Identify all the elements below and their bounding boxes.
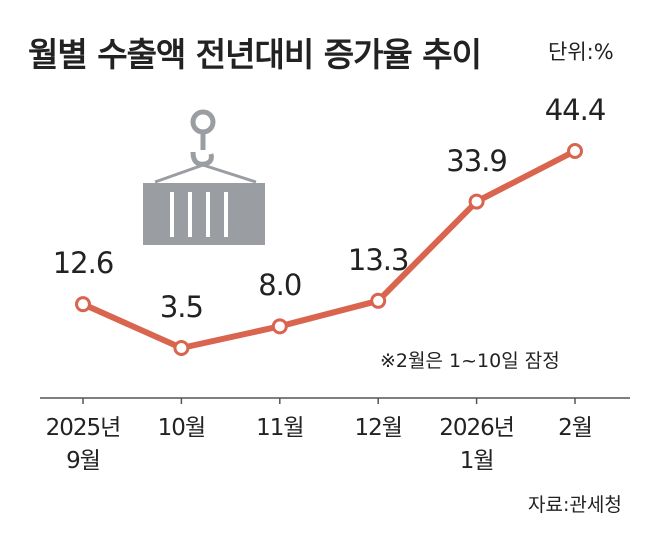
container-icon	[143, 109, 265, 245]
x-tick-label: 2월	[558, 415, 593, 441]
data-label: 12.6	[52, 246, 115, 281]
point	[468, 193, 485, 210]
x-tick-label: 2026년 1월	[439, 415, 515, 474]
data-label: 8.0	[258, 268, 302, 303]
x-tick-label: 11월	[256, 415, 304, 441]
x-tick-label: 2025년 9월	[45, 415, 122, 474]
point	[567, 143, 583, 159]
chart-title: 월별 수출액 전년대비 증가율 추이	[28, 35, 482, 74]
unit-label: 단위:%	[548, 40, 614, 64]
data-label: 44.4	[544, 93, 607, 127]
x-tick-label: 12월	[354, 415, 402, 441]
x-tick-label: 10월	[157, 415, 206, 441]
data-label: 33.9	[446, 143, 508, 178]
annotation: ※2월은 1~10일 잠정	[380, 350, 560, 372]
source: 자료:관세청	[528, 494, 622, 516]
data-label: 3.5	[159, 290, 204, 324]
point	[271, 318, 288, 335]
data-label: 13.3	[347, 242, 410, 277]
point	[370, 292, 387, 309]
line	[81, 148, 577, 351]
point	[75, 296, 91, 313]
point	[173, 340, 190, 356]
